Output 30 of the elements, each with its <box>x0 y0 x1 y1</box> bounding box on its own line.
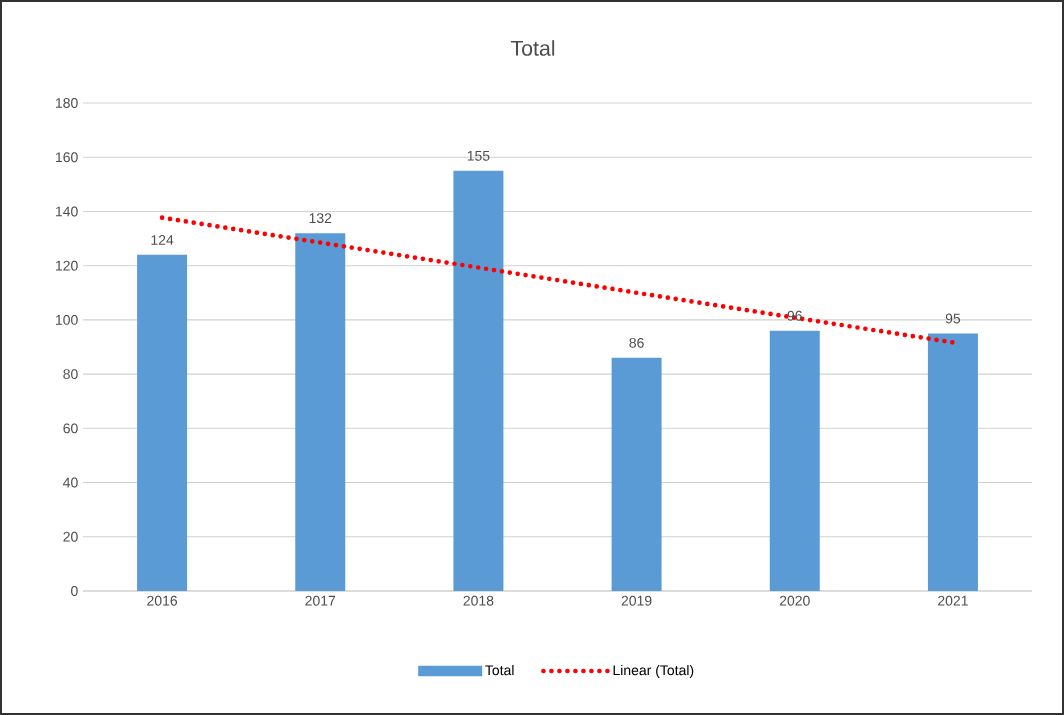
data-label: 132 <box>309 213 332 224</box>
legend-label: Total <box>485 664 514 676</box>
y-tick-label: 80 <box>63 369 78 380</box>
y-tick-label: 0 <box>71 586 78 596</box>
x-tick-label: 2016 <box>147 595 178 606</box>
data-label: 155 <box>467 150 490 161</box>
data-label: 86 <box>629 337 644 348</box>
bar <box>769 330 820 591</box>
bar <box>137 254 188 591</box>
x-tick-label: 2021 <box>938 595 968 606</box>
bar <box>295 233 346 591</box>
bar <box>453 170 504 591</box>
x-tick-label: 2017 <box>305 595 336 606</box>
chart-title: Total <box>510 40 555 56</box>
y-tick-label: 20 <box>63 531 78 542</box>
x-tick-label: 2019 <box>621 595 652 606</box>
y-tick-label: 40 <box>63 477 78 488</box>
data-label: 95 <box>945 313 961 324</box>
y-tick-label: 180 <box>56 98 78 108</box>
data-label: 124 <box>151 235 174 245</box>
y-tick-label: 60 <box>63 423 78 434</box>
x-tick-label: 2018 <box>463 595 494 606</box>
y-tick-label: 140 <box>56 206 78 217</box>
y-tick-label: 100 <box>56 314 78 325</box>
y-tick-label: 120 <box>56 260 78 271</box>
y-tick-label: 160 <box>56 152 78 163</box>
bar <box>927 333 978 591</box>
x-tick-label: 2020 <box>779 595 810 606</box>
bar <box>611 357 662 591</box>
legend-label: Linear (Total) <box>613 664 694 678</box>
